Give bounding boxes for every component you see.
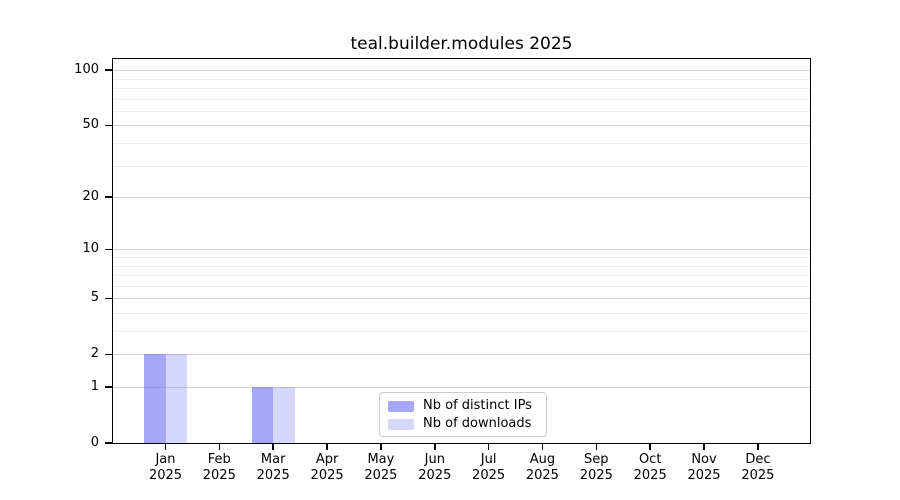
y-axis-tick — [105, 248, 113, 250]
x-axis-tick-label: Sep 2025 — [579, 452, 613, 483]
legend-swatch-downloads — [388, 418, 414, 430]
y-axis-tick-label: 50 — [82, 117, 99, 133]
gridline-minor — [113, 285, 810, 287]
y-axis-tick — [105, 386, 113, 388]
y-axis-tick-label: 5 — [90, 290, 99, 306]
y-axis-tick — [105, 353, 113, 355]
gridline-minor — [113, 98, 810, 100]
x-axis-tick — [326, 443, 328, 450]
x-axis-tick — [380, 443, 382, 450]
gridline-major — [113, 354, 810, 356]
y-axis-tick-label: 20 — [82, 189, 99, 205]
legend-swatch-distinct-ips — [388, 400, 414, 412]
x-axis-tick — [487, 443, 490, 450]
gridline-minor — [113, 143, 810, 144]
gridline-major — [113, 298, 810, 300]
legend-item-distinct-ips: Nb of distinct IPs — [388, 399, 537, 413]
gridline-minor — [113, 275, 810, 276]
gridline-major — [113, 197, 810, 199]
x-axis-tick — [218, 443, 221, 450]
gridline-major — [113, 125, 810, 127]
y-axis-tick — [105, 196, 113, 198]
y-axis-tick — [105, 124, 113, 127]
gridline-minor — [113, 313, 810, 314]
gridline-minor — [113, 257, 810, 258]
y-axis-tick-label: 0 — [90, 435, 99, 450]
x-axis-tick-label: Aug 2025 — [525, 452, 559, 483]
x-axis-tick — [164, 443, 167, 450]
gridline-minor — [113, 331, 810, 332]
x-axis-tick-label: Jul 2025 — [472, 452, 506, 483]
chart-title: teal.builder.modules 2025 — [350, 34, 573, 54]
x-axis-tick — [703, 443, 705, 450]
x-axis-tick — [757, 443, 759, 450]
x-axis-tick-label: Apr 2025 — [310, 452, 344, 483]
x-axis-tick-label: Nov 2025 — [687, 452, 721, 483]
bar-downloads — [165, 354, 187, 443]
gridline-minor — [113, 265, 810, 267]
x-axis-tick-label: Oct 2025 — [633, 452, 667, 483]
y-axis-tick-label: 2 — [90, 346, 99, 362]
y-axis-tick-label: 100 — [74, 62, 99, 78]
x-axis-tick — [434, 443, 436, 450]
x-axis-tick-label: Feb 2025 — [202, 452, 236, 483]
y-axis-tick — [105, 297, 113, 299]
x-axis-tick — [649, 443, 651, 450]
y-axis-tick — [105, 69, 113, 71]
y-axis-tick — [105, 442, 113, 444]
x-axis-tick — [272, 443, 274, 450]
x-axis-tick — [595, 443, 598, 450]
gridline-major — [113, 249, 810, 251]
x-axis-tick-label: Dec 2025 — [741, 452, 775, 483]
gridline-minor — [113, 110, 810, 112]
x-axis-tick — [541, 443, 544, 450]
x-axis-tick-label: Jan 2025 — [148, 452, 183, 483]
y-axis-tick-label: 1 — [90, 379, 99, 394]
legend-label-distinct-ips: Nb of distinct IPs — [423, 398, 532, 413]
gridline-minor — [113, 78, 810, 80]
gridline-major — [113, 387, 810, 388]
legend-item-downloads: Nb of downloads — [388, 417, 537, 431]
legend-label-downloads: Nb of downloads — [423, 416, 532, 431]
y-axis-tick-label: 10 — [82, 241, 99, 257]
gridline-major — [113, 70, 810, 72]
x-axis-tick-label: Mar 2025 — [256, 452, 290, 483]
plot-area: Nb of distinct IPs Nb of downloads 0 1 2 5 1… — [74, 58, 811, 483]
bar-distinct-ips — [144, 354, 166, 443]
bar-distinct-ips — [251, 387, 274, 443]
bar-downloads — [273, 387, 295, 443]
gridline-minor — [113, 165, 810, 167]
x-axis-tick-label: Jun 2025 — [418, 452, 452, 483]
x-axis-tick-label: May 2025 — [364, 452, 398, 483]
gridline-minor — [113, 88, 810, 89]
legend: Nb of distinct IPs Nb of downloads — [379, 392, 547, 437]
